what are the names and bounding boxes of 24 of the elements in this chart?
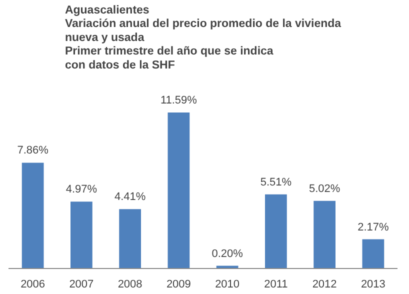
x-tick-label: 2013 — [360, 278, 386, 290]
x-tick-label: 2006 — [20, 278, 46, 290]
x-tick-label: 2010 — [215, 278, 240, 290]
bar — [362, 239, 384, 268]
data-label: 5.02% — [308, 182, 340, 195]
bar — [264, 194, 287, 268]
bar — [168, 112, 190, 268]
data-label: 7.86% — [17, 144, 49, 157]
chart-title: Aguascalientes Variación anual del precio promedio de la vivienda nueva y usada Primer trimestre del año que se indica con datos de la SHF — [64, 4, 342, 72]
data-label: 0.20% — [212, 248, 244, 260]
data-label: 11.59% — [160, 94, 198, 106]
x-tick-label: 2011 — [264, 278, 288, 290]
data-label: 4.97% — [66, 184, 98, 196]
data-label: 2.17% — [358, 221, 389, 234]
x-tick-label: 2009 — [166, 278, 191, 290]
bar — [119, 209, 142, 268]
bar — [314, 200, 336, 268]
x-tick-label: 2008 — [118, 278, 142, 290]
bar — [22, 162, 44, 268]
x-tick-label: 2007 — [69, 278, 94, 290]
data-label: 5.51% — [260, 176, 292, 188]
x-tick-label: 2012 — [312, 278, 337, 290]
bar — [70, 202, 92, 268]
data-label: 4.41% — [114, 191, 146, 204]
